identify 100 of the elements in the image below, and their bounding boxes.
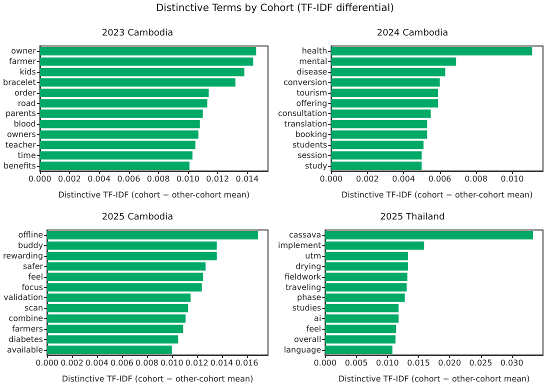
x-tick-label: 0.025 <box>469 358 492 368</box>
y-tick-label: booking <box>295 130 328 140</box>
bar <box>47 314 186 323</box>
y-tick-label: parents <box>5 109 36 118</box>
y-tick-label: mental <box>299 57 328 66</box>
y-tick-label: offline <box>18 230 44 240</box>
x-tick-label: 0.004 <box>392 174 416 184</box>
bar <box>40 151 192 160</box>
x-tick-label: 0.008 <box>464 174 488 184</box>
bar <box>331 130 428 139</box>
bar <box>40 68 244 76</box>
x-tick-label: 0.006 <box>428 174 452 184</box>
bar <box>325 324 396 334</box>
y-tick-label: language <box>284 345 322 354</box>
x-tick-label: 0.014 <box>210 358 234 368</box>
bar <box>325 262 408 271</box>
y-tick-label: phase <box>297 293 322 302</box>
bar <box>47 272 204 282</box>
y-tick-label: road <box>18 98 36 108</box>
bar <box>325 231 534 240</box>
x-tick-label: 0.012 <box>206 174 230 184</box>
y-tick-label: time <box>18 150 36 160</box>
x-tick-label: 0.004 <box>88 174 111 184</box>
bar <box>325 241 424 250</box>
x-axis-title: Distinctive TF-IDF (cohort − other-cohort mean) <box>341 190 533 200</box>
bar <box>47 252 217 260</box>
bar <box>40 99 208 108</box>
bar <box>47 335 178 344</box>
x-axis-title: Distinctive TF-IDF (cohort − other-cohort mean) <box>338 374 530 384</box>
x-tick-label: 0.002 <box>58 174 81 184</box>
y-tick-label: feel <box>28 272 44 282</box>
x-axis-title: Distinctive TF-IDF (cohort − other-cohort mean) <box>58 190 250 200</box>
bar <box>40 110 203 118</box>
bar <box>47 241 217 250</box>
y-tick-label: translation <box>284 120 328 129</box>
y-tick-label: cassava <box>288 230 322 240</box>
y-tick-label: scan <box>24 304 44 313</box>
chart-title: 2025 Cambodia <box>102 212 174 222</box>
bar <box>47 324 184 334</box>
x-tick-label: 0.012 <box>185 358 208 368</box>
bar <box>331 57 456 66</box>
bar <box>331 151 422 160</box>
y-tick-label: focus <box>22 282 44 292</box>
bar <box>331 120 428 128</box>
bar <box>40 47 256 56</box>
y-tick-label: health <box>302 46 328 56</box>
bar <box>331 162 422 170</box>
x-tick-label: 0.015 <box>407 358 430 368</box>
y-tick-label: validation <box>4 293 44 302</box>
bar <box>331 99 438 108</box>
y-tick-label: safer <box>22 262 44 271</box>
x-tick-label: 0.002 <box>60 358 84 368</box>
x-tick-label: 0.006 <box>110 358 134 368</box>
bar <box>325 252 408 260</box>
y-tick-label: feel <box>306 324 322 334</box>
bar <box>40 140 196 150</box>
y-tick-label: benefits <box>4 161 36 170</box>
bar <box>331 110 431 118</box>
y-tick-label: owner <box>11 46 37 56</box>
x-tick-label: 0.020 <box>438 358 462 368</box>
bar <box>331 68 446 76</box>
y-tick-label: disease <box>296 68 328 77</box>
bar <box>325 283 407 292</box>
x-tick-label: 0.005 <box>344 358 368 368</box>
bar <box>47 304 188 312</box>
bar <box>325 304 399 312</box>
y-tick-label: combine <box>8 314 44 324</box>
bar <box>325 314 399 323</box>
y-tick-label: offering <box>296 98 328 108</box>
bar <box>325 335 396 344</box>
x-tick-label: 0.002 <box>356 174 379 184</box>
bar <box>47 262 206 271</box>
y-tick-label: ai <box>314 314 322 324</box>
bar <box>47 231 258 240</box>
y-tick-label: students <box>292 140 328 150</box>
x-tick-label: 0.008 <box>146 174 170 184</box>
x-tick-label: 0.010 <box>376 358 399 368</box>
x-tick-label: 0.000 <box>314 358 337 368</box>
bar <box>331 78 440 87</box>
x-tick-label: 0.010 <box>500 174 524 184</box>
bar <box>331 140 424 150</box>
y-tick-label: rewarding <box>3 252 44 261</box>
x-tick-label: 0.010 <box>176 174 200 184</box>
y-tick-label: available <box>6 345 44 354</box>
y-tick-label: traveling <box>286 282 322 292</box>
y-tick-label: diabetes <box>8 334 44 344</box>
y-tick-label: blood <box>14 120 36 129</box>
bar <box>331 88 438 98</box>
x-tick-label: 0.000 <box>320 174 343 184</box>
y-tick-label: study <box>305 161 328 170</box>
x-tick-label: 0.000 <box>28 174 52 184</box>
chart-title: 2023 Cambodia <box>102 28 174 38</box>
x-tick-label: 0.004 <box>86 358 108 368</box>
bar <box>325 346 392 354</box>
y-tick-label: teacher <box>5 140 37 150</box>
y-tick-label: bracelet <box>2 78 36 87</box>
y-tick-label: owners <box>6 130 36 140</box>
y-tick-label: utm <box>305 252 322 261</box>
y-tick-label: conversion <box>284 78 328 87</box>
x-tick-label: 0.000 <box>36 358 59 368</box>
